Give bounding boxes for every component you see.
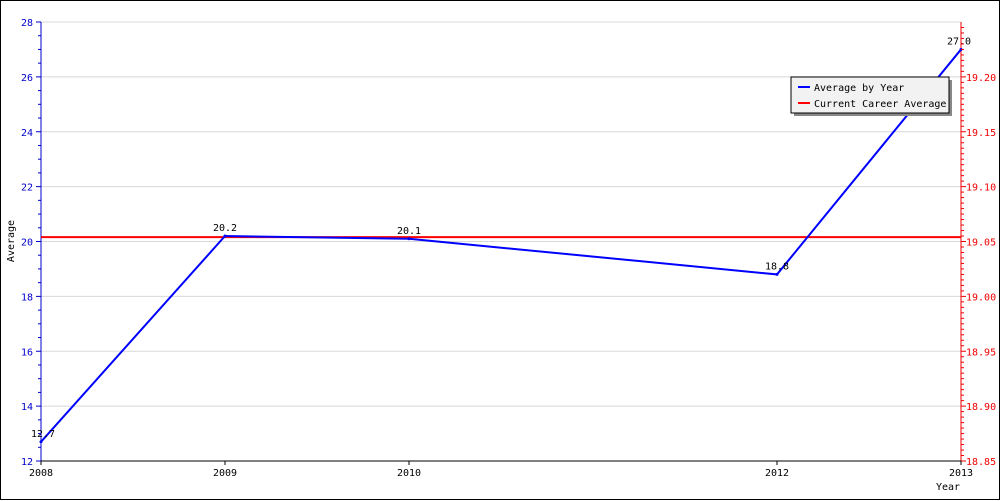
left-tick-label: 16	[21, 347, 33, 358]
left-tick-label: 26	[21, 73, 33, 84]
grid-lines	[41, 21, 961, 407]
right-axis-ticks: 18.85 18.90 18.95 19.00 19.05 19.10 19.15 19.20	[961, 26, 996, 468]
data-point	[223, 234, 227, 238]
legend: Average by Year Current Career Average	[790, 76, 952, 116]
series-layer: 12.7 20.2 20.1 18.8 27.0	[31, 36, 971, 444]
right-tick-label: 18.90	[966, 402, 996, 413]
x-tick-label: 2008	[29, 468, 53, 479]
right-tick-label: 19.00	[966, 292, 996, 303]
legend-label-average-by-year: Average by Year	[814, 83, 904, 94]
x-tick-label: 2009	[213, 468, 237, 479]
right-tick-label: 19.05	[966, 238, 996, 249]
data-label: 20.1	[397, 226, 421, 237]
left-tick-label: 18	[21, 292, 33, 303]
right-tick-label: 19.15	[966, 128, 996, 139]
left-tick-label: 28	[21, 18, 33, 29]
x-axis-label: Year	[936, 482, 960, 493]
x-tick-label: 2012	[765, 468, 789, 479]
left-tick-label: 20	[21, 238, 33, 249]
data-label: 20.2	[213, 223, 237, 234]
right-tick-label: 18.85	[966, 457, 996, 468]
x-axis-ticks: 2008 2009 2010 2012 2013	[29, 461, 973, 479]
data-point	[39, 440, 43, 444]
right-tick-label: 19.10	[966, 183, 996, 194]
x-tick-label: 2010	[397, 468, 421, 479]
data-label: 12.7	[31, 429, 55, 440]
data-label: 18.8	[765, 261, 789, 272]
left-axis-ticks: 12 14 16 18 20 22 24 26 28	[21, 18, 41, 468]
legend-label-current-career-average: Current Career Average	[814, 99, 946, 110]
right-tick-label: 19.20	[966, 73, 996, 84]
left-tick-label: 22	[21, 183, 33, 194]
data-point	[775, 272, 779, 276]
y-axis-label: Average	[6, 220, 17, 262]
left-tick-label: 24	[21, 128, 33, 139]
left-tick-label: 14	[21, 402, 33, 413]
x-tick-label: 2013	[949, 468, 973, 479]
data-point	[407, 237, 411, 241]
left-tick-label: 12	[21, 457, 33, 468]
right-tick-label: 18.95	[966, 347, 996, 358]
legend-box	[790, 76, 950, 114]
data-label: 27.0	[947, 36, 971, 47]
